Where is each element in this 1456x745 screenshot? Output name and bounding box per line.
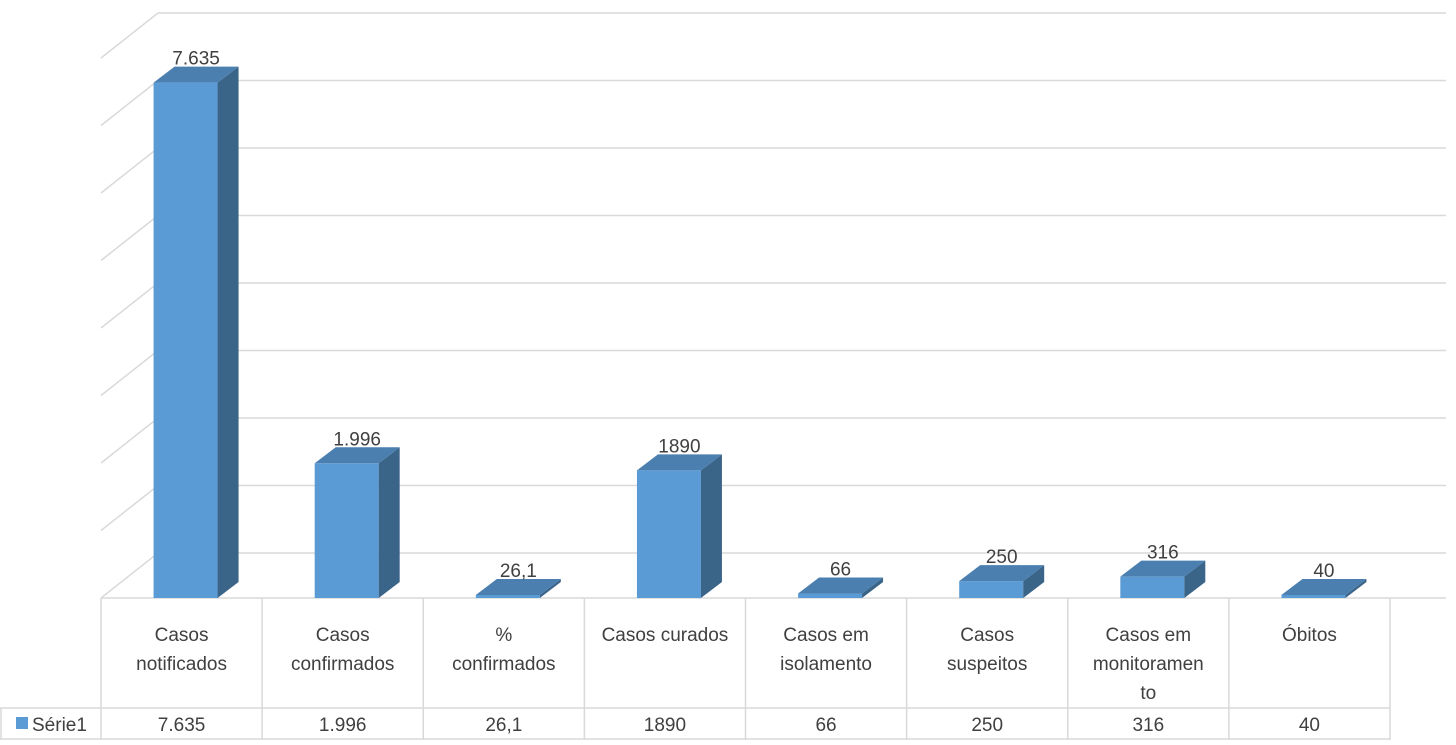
gridline-side — [100, 282, 159, 329]
gridline-side — [100, 349, 159, 397]
category-label: % — [495, 625, 512, 646]
legend-swatch — [16, 717, 28, 729]
category-label: Casos em — [1106, 625, 1192, 646]
gridline-side — [100, 147, 159, 194]
data-label: 7.635 — [172, 49, 220, 70]
table-value: 7.635 — [158, 715, 206, 736]
bar — [475, 595, 540, 598]
category-label: Óbitos — [1282, 624, 1337, 646]
gridline-side — [100, 484, 159, 532]
bar-side — [862, 577, 884, 598]
data-label: 316 — [1147, 543, 1179, 564]
category-label: confirmados — [291, 654, 395, 675]
bar-top — [1120, 560, 1206, 577]
bar-top — [1281, 579, 1367, 595]
category-label: notificados — [136, 654, 227, 675]
table-value: 26,1 — [485, 715, 522, 736]
category-label: to — [1140, 683, 1156, 704]
bar-side — [1345, 579, 1367, 598]
gridline-side — [100, 552, 159, 599]
category-label: confirmados — [452, 654, 556, 675]
bar — [1281, 595, 1346, 598]
data-label: 40 — [1313, 561, 1334, 582]
bar — [314, 463, 379, 598]
category-label: monitoramen — [1093, 654, 1204, 675]
bar-top — [798, 577, 884, 594]
table-value: 66 — [815, 715, 836, 736]
table-value: 250 — [971, 715, 1003, 736]
bar-side — [378, 447, 400, 598]
gridline-side — [100, 417, 159, 464]
legend-series-name: Série1 — [32, 715, 87, 736]
bar-side — [700, 454, 722, 598]
bar — [1120, 576, 1185, 598]
gridline-side — [100, 214, 159, 262]
data-label: 1.996 — [333, 429, 381, 450]
category-label: Casos — [155, 625, 209, 646]
table-value: 1.996 — [319, 715, 367, 736]
category-label: isolamento — [780, 654, 872, 675]
table-value: 1890 — [644, 715, 686, 736]
data-label: 250 — [986, 547, 1018, 568]
table-value: 40 — [1299, 715, 1320, 736]
bar-top — [636, 454, 722, 471]
category-label: Casos — [316, 625, 370, 646]
category-label: Casos em — [783, 625, 869, 646]
bar-top — [959, 565, 1045, 582]
bar-top — [153, 66, 239, 83]
bar-side — [539, 579, 561, 598]
category-label: Casos curados — [602, 625, 729, 646]
gridline-side — [100, 79, 159, 127]
table-value: 316 — [1132, 715, 1164, 736]
bar-side — [1184, 560, 1206, 598]
bar — [798, 593, 863, 598]
bar-top — [475, 579, 561, 595]
bar-side — [1023, 565, 1045, 598]
category-label: Casos — [960, 625, 1014, 646]
bar-side — [217, 66, 239, 598]
gridline-side — [100, 12, 159, 59]
bar — [153, 82, 218, 598]
category-label: suspeitos — [947, 654, 1027, 675]
data-label: 26,1 — [500, 561, 537, 582]
bar — [636, 470, 701, 598]
data-label: 66 — [830, 560, 851, 581]
bar — [959, 581, 1024, 598]
bar-top — [314, 447, 400, 464]
data-label: 1890 — [658, 436, 700, 457]
